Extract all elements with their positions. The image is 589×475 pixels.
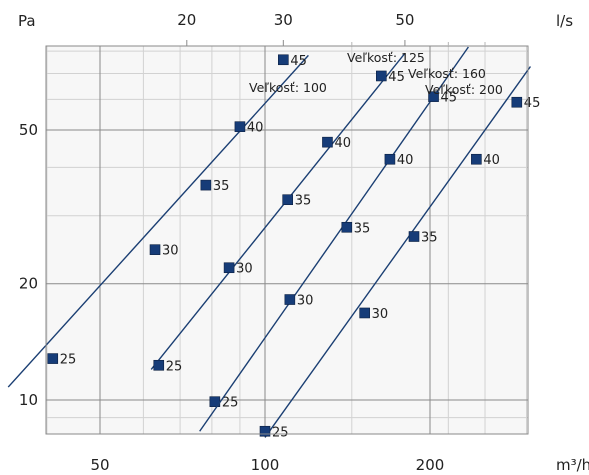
data-point-marker	[428, 91, 439, 102]
data-point-label: 30	[236, 262, 253, 277]
series-line	[264, 66, 532, 438]
data-point-marker	[408, 231, 420, 242]
series-group: 25 30 35 40 45 Veľkosť: 100	[7, 54, 327, 388]
bottom-tick-label: 50	[90, 456, 109, 474]
series-name-label: Veľkosť: 125	[347, 50, 425, 65]
series-line	[7, 54, 309, 388]
series-line	[150, 52, 406, 370]
top-tick-label: 20	[177, 11, 196, 29]
data-point-marker	[223, 262, 235, 274]
data-point-marker	[376, 70, 387, 82]
data-point-label: 35	[213, 179, 230, 194]
data-point-marker	[341, 221, 353, 233]
data-point-label: 45	[524, 96, 541, 111]
data-point-marker	[278, 54, 289, 66]
series-group: 25 25 30 35 40 45 Veľkosť: 125	[150, 50, 425, 411]
data-point-marker	[359, 307, 370, 319]
tick-layer: 50 100 200 20 30 50 10 20 50	[19, 11, 486, 474]
data-point-label: 30	[297, 294, 314, 309]
top-tick-label: 30	[274, 11, 293, 29]
series-name-label: Veľkosť: 200	[425, 82, 503, 97]
y-unit-label: Pa	[18, 12, 36, 30]
data-point-label: 25	[60, 353, 77, 368]
data-point-marker	[153, 359, 165, 371]
data-point-marker	[471, 153, 482, 165]
data-point-label: 25	[222, 396, 239, 411]
data-point-label: 40	[483, 153, 500, 168]
series-name-label: Veľkosť: 160	[408, 66, 486, 81]
grid	[46, 46, 528, 434]
data-point-label: 40	[247, 121, 264, 136]
data-point-marker	[200, 179, 212, 191]
left-tick-label: 10	[19, 391, 38, 409]
data-point-label: 30	[372, 307, 389, 322]
data-point-label: 45	[388, 70, 405, 85]
data-point-label: 45	[290, 54, 307, 69]
data-point-marker	[234, 121, 246, 132]
top-x-unit-label: l/s	[556, 12, 573, 30]
top-tick-label: 50	[395, 11, 414, 29]
data-point-marker	[149, 244, 161, 255]
data-point-label: 35	[295, 194, 312, 209]
data-point-marker	[322, 136, 333, 148]
data-point-label: 25	[272, 425, 289, 440]
data-point-marker	[384, 153, 396, 165]
plot-frame	[45, 45, 529, 435]
data-point-marker	[284, 294, 296, 305]
data-point-marker	[511, 96, 523, 108]
series-line	[199, 46, 469, 432]
bottom-tick-label: 100	[251, 456, 280, 474]
data-point-label: 35	[421, 231, 438, 246]
data-point-label: 45	[441, 91, 458, 106]
data-point-label: 40	[397, 153, 414, 168]
data-point-label: 30	[162, 244, 179, 259]
data-point-label: 40	[334, 136, 351, 151]
data-point-label: 25	[166, 359, 183, 374]
plot-area	[46, 46, 528, 434]
bottom-tick-label: 200	[416, 456, 445, 474]
data-point-marker	[47, 353, 59, 364]
data-point-marker	[282, 194, 293, 206]
left-tick-label: 20	[19, 275, 38, 293]
series-name-label: Veľkosť: 100	[249, 80, 327, 95]
left-tick-label: 50	[19, 121, 38, 139]
data-point-label: 35	[354, 221, 371, 236]
bottom-x-unit-label: m³/h	[556, 456, 589, 474]
data-point-marker	[259, 425, 271, 437]
